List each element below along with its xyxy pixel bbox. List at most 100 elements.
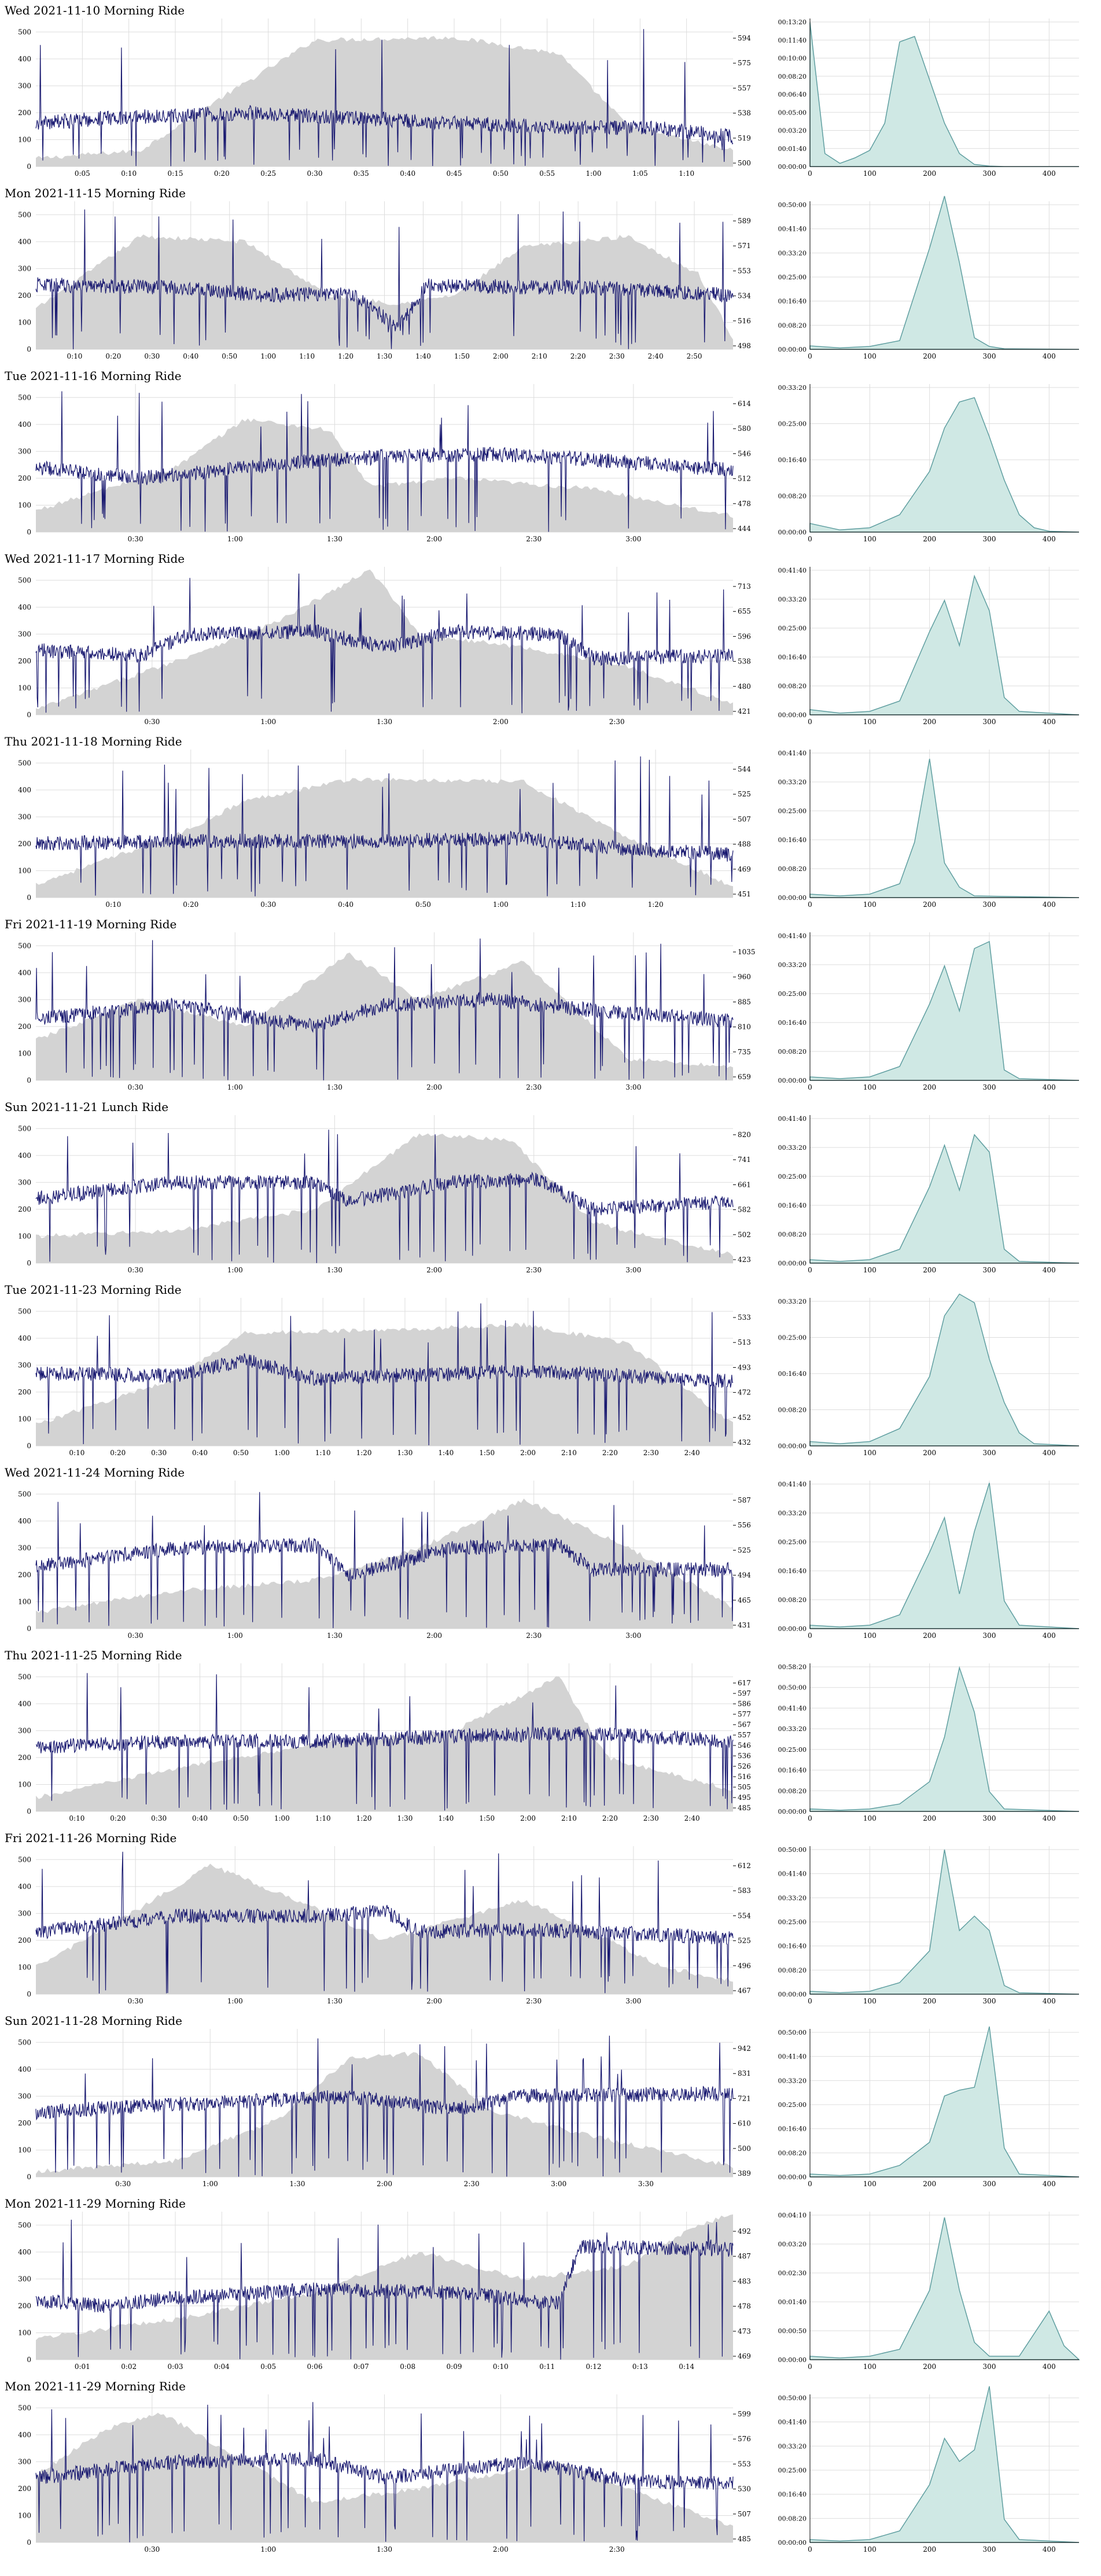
power-tick-label: 0 [27, 163, 31, 171]
power-tick-label: 400 [18, 603, 31, 611]
power-tick-label: 0 [27, 2356, 31, 2364]
histogram-power-tick: 0 [808, 1632, 812, 1640]
power-tick-label: 200 [18, 109, 31, 117]
histogram-power-tick: 300 [983, 1997, 996, 2005]
elevation-tick-label: 582 [738, 1206, 751, 1214]
histogram-area [809, 1849, 1080, 1995]
elevation-area [36, 1133, 733, 1263]
histogram-power-tick: 100 [863, 1266, 877, 1274]
time-tick-label: 1:30 [397, 1814, 413, 1822]
histogram-time-tick: 00:08:20 [778, 493, 807, 500]
time-tick-label: 1:40 [438, 1449, 454, 1457]
elevation-tick-label: 544 [738, 765, 751, 773]
time-tick-label: 0:30 [128, 1083, 143, 1091]
elevation-tick-label: 655 [738, 607, 751, 615]
time-tick-label: 0:30 [128, 1997, 143, 2005]
time-tick-label: 2:30 [609, 2545, 625, 2553]
histogram-area [809, 2386, 1080, 2543]
time-tick-label: 1:00 [227, 535, 243, 543]
power-tick-label: 200 [18, 2119, 31, 2127]
time-tick-label: 0:30 [128, 1266, 143, 1274]
power-tick-label: 0 [27, 1442, 31, 1450]
power-tick-label: 500 [18, 942, 31, 950]
time-tick-label: 1:30 [327, 1632, 343, 1640]
power-line [35, 29, 734, 167]
power-tick-label: 0 [27, 2538, 31, 2547]
histogram-power-tick: 100 [863, 169, 877, 178]
time-tick-label: 3:00 [625, 1083, 641, 1091]
power-tick-label: 500 [18, 1490, 31, 1498]
power-tick-label: 0 [27, 528, 31, 536]
time-tick-label: 2:30 [526, 1997, 542, 2005]
histogram-power-tick: 300 [983, 2180, 996, 2188]
power-tick-label: 200 [18, 657, 31, 665]
histogram-power-tick: 0 [808, 2545, 812, 2553]
histogram-time-tick: 00:50:00 [778, 2394, 807, 2402]
ride-row: Mon 2021-11-29 Morning Ride 0 100 200 300 400… [0, 2193, 1101, 2376]
ride-charts: 0 100 200 300 400 500 0:10 0:20 0:30 0:40 0:50 1:00… [18, 1663, 1080, 1822]
time-tick-label: 2:20 [602, 1449, 618, 1457]
histogram-power-tick: 200 [923, 2180, 936, 2188]
histogram-power-tick: 400 [1043, 169, 1056, 178]
histogram-time-tick: 00:05:00 [778, 109, 807, 116]
histogram-time-tick: 00:00:00 [778, 1077, 807, 1084]
time-tick-label: 2:00 [426, 1997, 442, 2005]
power-tick-label: 100 [18, 2328, 31, 2337]
power-tick-label: 400 [18, 420, 31, 429]
elevation-tick-label: 495 [738, 1793, 751, 1802]
time-tick-label: 0:40 [192, 1814, 208, 1822]
power-elevation-chart: 0 100 200 300 400 500 0:30 1:00 1:30 2:00 2:30 3:00… [18, 1115, 751, 1274]
power-tick-label: 300 [18, 2092, 31, 2100]
power-histogram: 00:00:00 00:08:20 00:16:40 00:25:00 00:33:20… [778, 384, 1080, 543]
time-tick-label: 3:00 [625, 1632, 641, 1640]
histogram-power-tick: 400 [1043, 1083, 1056, 1091]
histogram-time-tick: 00:41:40 [778, 932, 807, 940]
histogram-time-tick: 00:25:00 [778, 625, 807, 632]
histogram-time-tick: 00:41:40 [778, 2053, 807, 2061]
histogram-time-tick: 00:33:20 [778, 1894, 807, 1902]
time-tick-label: 0:30 [144, 718, 160, 726]
time-tick-label: 3:00 [551, 2180, 566, 2188]
time-tick-label: 0:50 [233, 1449, 249, 1457]
power-tick-label: 400 [18, 1700, 31, 1708]
histogram-power-tick: 0 [808, 1814, 812, 1822]
histogram-time-tick: 00:06:40 [778, 91, 807, 98]
time-tick-label: 2:40 [684, 1814, 700, 1822]
histogram-area [809, 940, 1080, 1081]
ride-charts: 0 100 200 300 400 500 0:30 1:00 1:30 2:00 2:30 3:00… [18, 1115, 1080, 1274]
histogram-power-tick: 0 [808, 535, 812, 543]
power-elevation-chart: 0 100 200 300 400 500 0:30 1:00 1:30 2:00 2:30 3:00… [18, 384, 751, 543]
histogram-time-tick: 00:16:40 [778, 1370, 807, 1378]
time-tick-label: 1:00 [274, 1814, 290, 1822]
time-tick-label: 1:00 [260, 352, 276, 360]
elevation-tick-label: 507 [738, 815, 751, 823]
time-tick-label: 0:20 [105, 352, 121, 360]
ride-title: Fri 2021-11-26 Morning Ride [5, 1831, 177, 1845]
histogram-time-tick: 00:16:40 [778, 1202, 807, 1209]
elevation-tick-label: 575 [738, 59, 751, 67]
histogram-time-tick: 00:00:00 [778, 2173, 807, 2181]
power-line [35, 1130, 734, 1263]
power-tick-label: 200 [18, 2485, 31, 2493]
power-tick-label: 200 [18, 474, 31, 482]
power-tick-label: 300 [18, 1361, 31, 1369]
time-tick-label: 1:40 [415, 352, 431, 360]
ride-charts: 0 100 200 300 400 500 0:05 0:10 0:15 0:20 0:25 0:30… [18, 19, 1079, 178]
power-elevation-chart: 0 100 200 300 400 500 0:30 1:00 1:30 2:00 2:30 421 4… [18, 567, 751, 726]
power-elevation-chart: 0 100 200 300 400 500 0:10 0:20 0:30 0:40 0:50 1:00… [18, 1298, 751, 1457]
elevation-area [36, 1863, 733, 1994]
histogram-time-tick: 00:41:40 [778, 567, 807, 574]
time-tick-label: 0:20 [183, 901, 198, 909]
ride-charts: 0 100 200 300 400 500 0:30 1:00 1:30 2:00 2:30 3:00… [18, 384, 1080, 543]
power-tick-label: 400 [18, 2431, 31, 2439]
power-tick-label: 500 [18, 759, 31, 767]
histogram-time-tick: 00:08:20 [778, 73, 807, 80]
power-tick-label: 200 [18, 1754, 31, 1762]
elevation-tick-label: 594 [738, 34, 751, 42]
power-line [35, 756, 734, 896]
histogram-power-tick: 400 [1043, 1997, 1056, 2005]
histogram-time-tick: 00:11:40 [778, 36, 807, 44]
histogram-time-tick: 00:33:20 [778, 778, 807, 786]
ride-title: Mon 2021-11-29 Morning Ride [5, 2197, 186, 2210]
power-line [35, 1303, 734, 1446]
